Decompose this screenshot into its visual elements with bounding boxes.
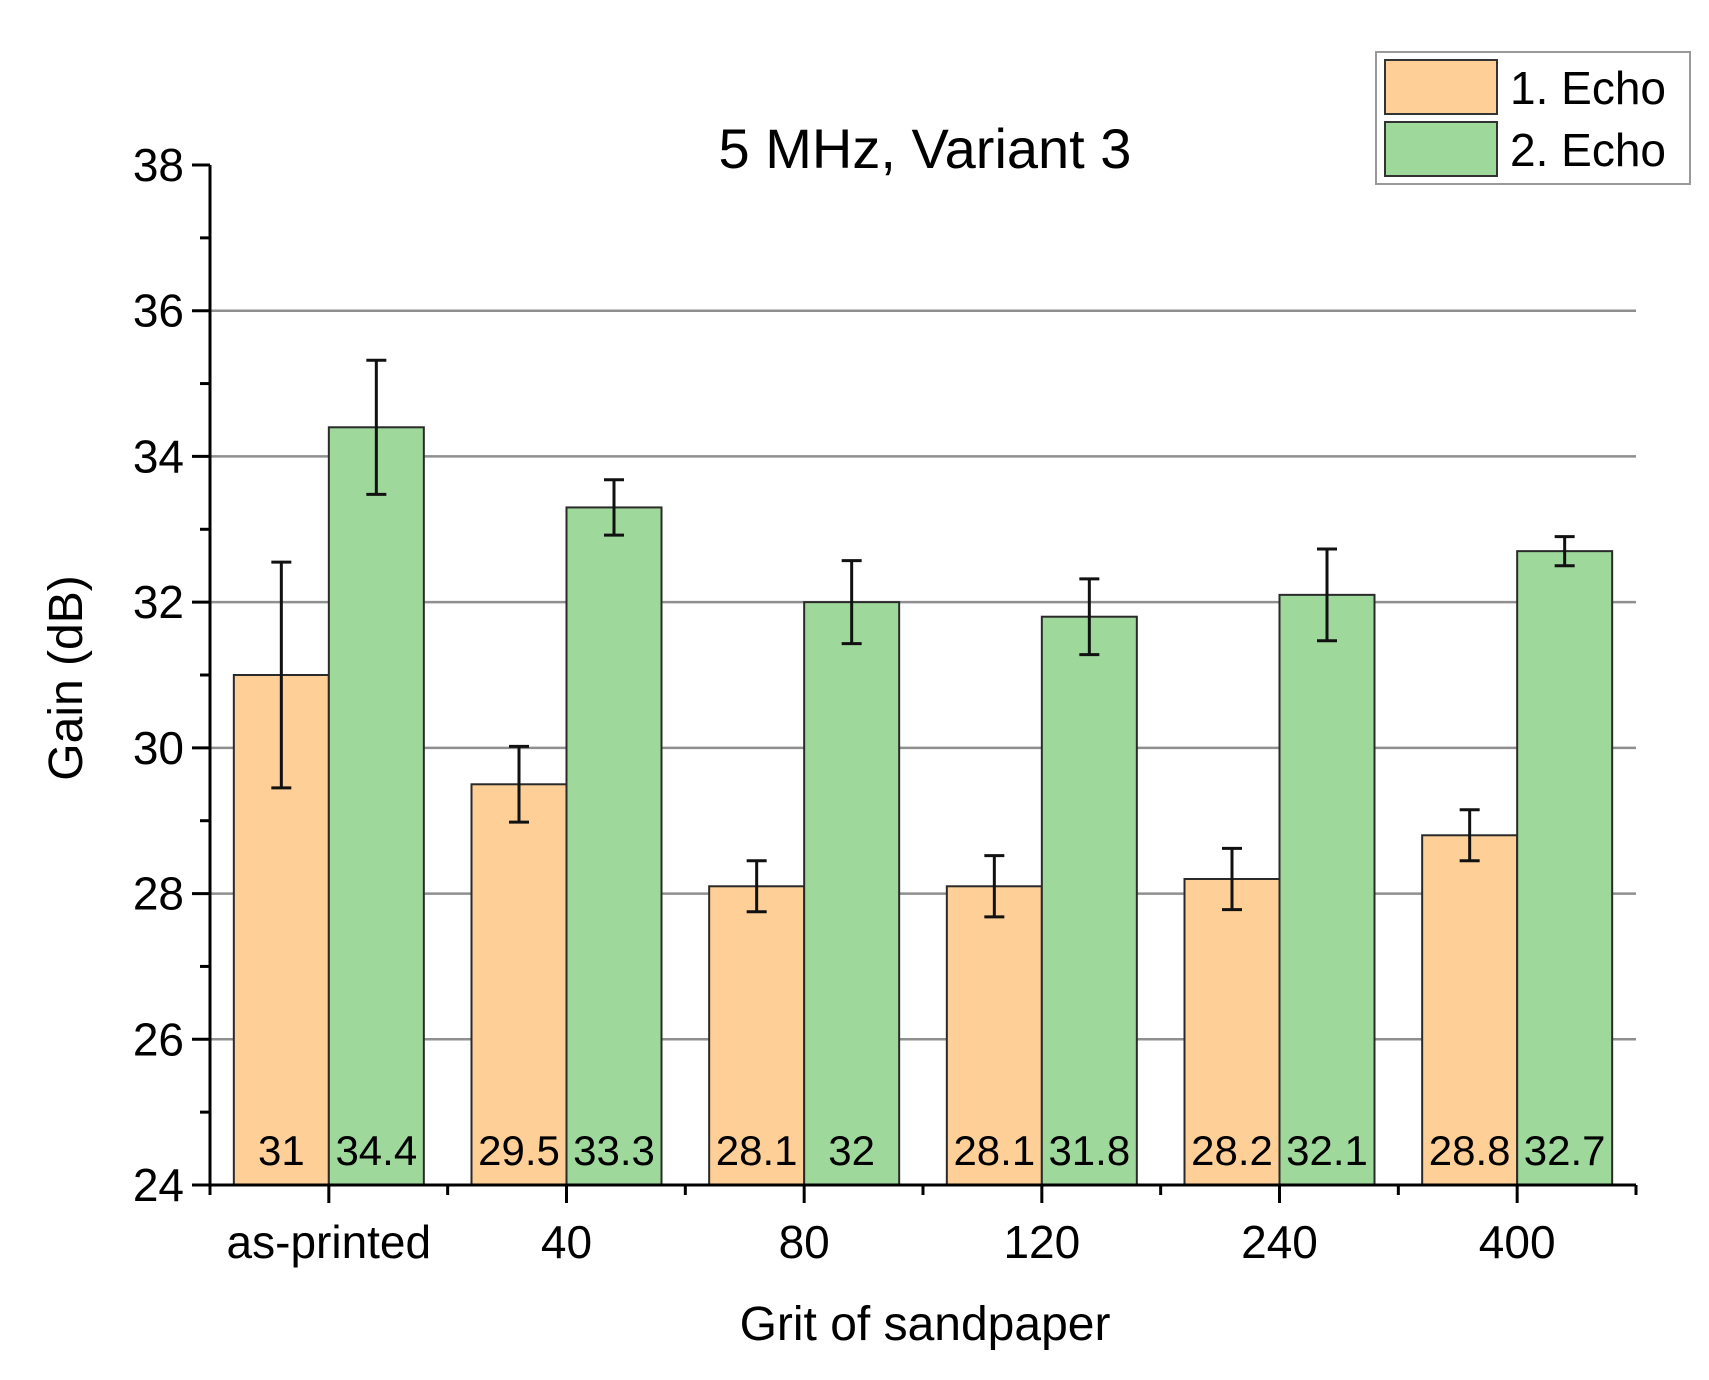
data-label: 28.1 xyxy=(953,1127,1035,1174)
legend: 1. Echo 2. Echo xyxy=(1375,51,1691,185)
data-label: 32.7 xyxy=(1524,1127,1606,1174)
bar-2-echo xyxy=(327,426,425,1186)
y-tick-label: 36 xyxy=(133,285,184,337)
data-label: 33.3 xyxy=(573,1127,655,1174)
data-labels: 31 34.4 29.5 33.3 28.1 32 28.1 31.8 28.2 32.1 28.8… xyxy=(258,1127,1606,1174)
bars xyxy=(232,426,1614,1186)
legend-label-echo-2: 2. Echo xyxy=(1510,124,1666,176)
data-label: 32 xyxy=(828,1127,875,1174)
chart-title: 5 MHz, Variant 3 xyxy=(719,117,1132,180)
data-label: 31 xyxy=(258,1127,305,1174)
y-tick-label: 26 xyxy=(133,1013,184,1065)
y-axis-title: Gain (dB) xyxy=(40,575,93,780)
error-bars xyxy=(271,358,1575,919)
legend-swatch-echo-2 xyxy=(1384,121,1498,177)
x-tick-label: 120 xyxy=(1003,1216,1080,1268)
data-label: 28.8 xyxy=(1429,1127,1511,1174)
bar-2-echo xyxy=(1040,615,1138,1186)
x-axis-title: Grit of sandpaper xyxy=(740,1298,1111,1351)
gridlines xyxy=(210,309,1636,1041)
y-tick-label: 32 xyxy=(133,576,184,628)
x-tick-label: 400 xyxy=(1479,1216,1556,1268)
bar-1-echo xyxy=(470,783,568,1186)
x-tick-label: 240 xyxy=(1241,1216,1318,1268)
bar-2-echo xyxy=(1278,593,1376,1186)
x-tick-label: 40 xyxy=(541,1216,592,1268)
y-tick-label: 38 xyxy=(133,139,184,191)
x-tick-label: as-printed xyxy=(227,1216,432,1268)
legend-swatch-echo-1 xyxy=(1384,59,1498,115)
bar-2-echo xyxy=(803,601,901,1186)
y-tick-label: 28 xyxy=(133,868,184,920)
bar-2-echo xyxy=(565,506,663,1186)
bar-2-echo xyxy=(1516,550,1614,1186)
y-tick-label: 30 xyxy=(133,722,184,774)
y-tick-label: 24 xyxy=(133,1159,184,1211)
data-label: 34.4 xyxy=(335,1127,417,1174)
data-label: 31.8 xyxy=(1048,1127,1130,1174)
legend-label-echo-1: 1. Echo xyxy=(1510,62,1666,114)
data-label: 32.1 xyxy=(1286,1127,1368,1174)
axes: 24 26 28 30 32 34 36 38 as-printed 40 80 120 240 400 xyxy=(133,139,1638,1268)
x-tick-label: 80 xyxy=(779,1216,830,1268)
bar-1-echo xyxy=(1421,834,1519,1186)
data-label: 28.2 xyxy=(1191,1127,1273,1174)
y-tick-label: 34 xyxy=(133,430,184,482)
data-label: 29.5 xyxy=(478,1127,560,1174)
data-label: 28.1 xyxy=(716,1127,798,1174)
